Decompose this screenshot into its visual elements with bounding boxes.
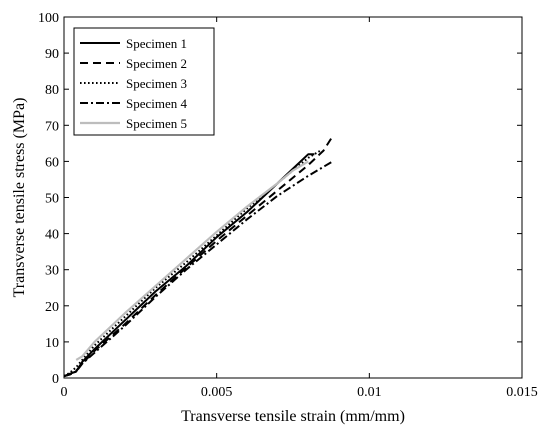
legend-label: Specimen 4	[126, 96, 188, 111]
series-line-specimen-2	[64, 135, 334, 378]
series-line-specimen-1	[64, 153, 315, 378]
y-tick-label: 60	[45, 155, 59, 170]
legend-box	[73, 27, 215, 136]
y-tick-label: 40	[45, 228, 59, 243]
legend: Specimen 1 Specimen 2 Specimen 3 Specimen 4…	[73, 27, 215, 136]
y-tick-label: 10	[45, 336, 59, 351]
legend-label: Specimen 5	[126, 116, 187, 131]
y-tick-label: 90	[45, 47, 59, 62]
x-tick-label: 0.015	[506, 385, 538, 400]
y-tick-label: 80	[45, 83, 59, 98]
ticks-layer: 0 0.005 0.01 0.015 0 10 20 30 40 50 60 70 80 90 100	[38, 11, 538, 400]
y-tick-label: 70	[45, 119, 59, 134]
legend-label: Specimen 1	[126, 36, 187, 51]
x-axis-title: Transverse tensile strain (mm/mm)	[181, 408, 405, 425]
legend-label: Specimen 3	[126, 76, 187, 91]
series-line-specimen-5	[75, 160, 309, 361]
y-tick-label: 20	[45, 300, 59, 315]
y-tick-label: 30	[45, 264, 59, 279]
legend-label: Specimen 2	[126, 56, 187, 71]
y-tick-label: 0	[52, 372, 59, 387]
x-tick-label: 0	[61, 385, 68, 400]
x-tick-label: 0.005	[201, 385, 233, 400]
series-layer	[64, 135, 334, 378]
series-line-specimen-4	[64, 160, 334, 378]
x-tick-label: 0.01	[357, 385, 382, 400]
y-axis-title: Transverse tensile stress (MPa)	[11, 98, 28, 298]
y-tick-label: 100	[38, 11, 59, 26]
y-tick-label: 50	[45, 192, 59, 207]
